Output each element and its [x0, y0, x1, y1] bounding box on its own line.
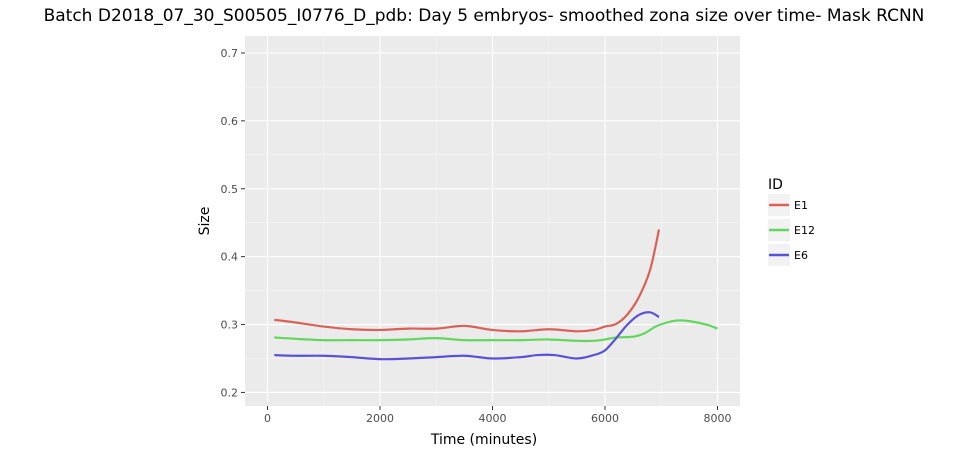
x-axis-title: Time (minutes) — [430, 432, 537, 448]
y-tick-label: 0.7 — [221, 47, 239, 60]
series-lines — [274, 229, 718, 361]
y-axis: 0.2 0.3 0.4 0.5 0.6 0.7 — [221, 47, 245, 399]
chart-title: Batch D2018_07_30_S00505_I0776_D_pdb: Da… — [44, 6, 925, 26]
series-line-e1 — [274, 229, 661, 333]
legend-label-e1: E1 — [794, 199, 808, 212]
x-tick-label: 4000 — [479, 412, 507, 425]
x-tick-label: 0 — [264, 412, 271, 425]
x-tick-label: 8000 — [704, 412, 732, 425]
x-axis: 0 2000 4000 6000 8000 — [264, 406, 732, 425]
legend-label-e6: E6 — [794, 249, 808, 262]
x-tick-label: 2000 — [366, 412, 394, 425]
legend: ID E1 E12 E6 — [768, 177, 815, 266]
y-tick-label: 0.3 — [221, 319, 239, 332]
y-tick-label: 0.2 — [221, 386, 239, 399]
series-line-e6 — [274, 311, 660, 361]
y-tick-label: 0.6 — [221, 115, 239, 128]
y-tick-label: 0.5 — [221, 183, 239, 196]
series-line-e12 — [274, 319, 718, 343]
x-tick-label: 6000 — [591, 412, 619, 425]
grid-major — [245, 36, 740, 406]
y-axis-title: Size — [197, 207, 213, 236]
legend-items: E1 E12 E6 — [768, 194, 815, 266]
legend-label-e12: E12 — [794, 224, 815, 237]
y-tick-label: 0.4 — [221, 251, 239, 264]
legend-title: ID — [768, 177, 783, 193]
